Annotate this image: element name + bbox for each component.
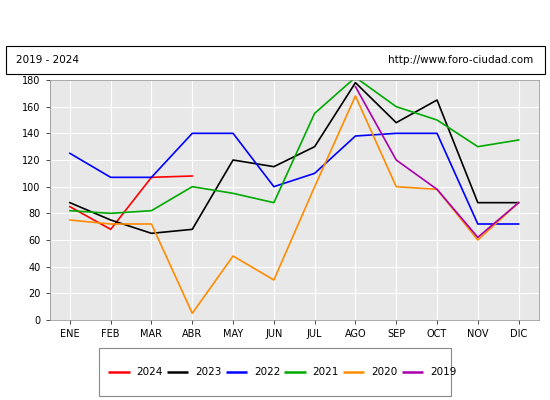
Text: 2023: 2023 (195, 367, 222, 377)
Text: 2022: 2022 (254, 367, 280, 377)
Text: Evolucion Nº Turistas Extranjeros en el municipio de Castroverde: Evolucion Nº Turistas Extranjeros en el … (31, 16, 519, 28)
Text: 2024: 2024 (136, 367, 163, 377)
Text: http://www.foro-ciudad.com: http://www.foro-ciudad.com (388, 55, 534, 65)
Text: 2020: 2020 (371, 367, 398, 377)
Text: 2019: 2019 (430, 367, 456, 377)
Text: 2019 - 2024: 2019 - 2024 (16, 55, 80, 65)
Text: 2021: 2021 (312, 367, 339, 377)
